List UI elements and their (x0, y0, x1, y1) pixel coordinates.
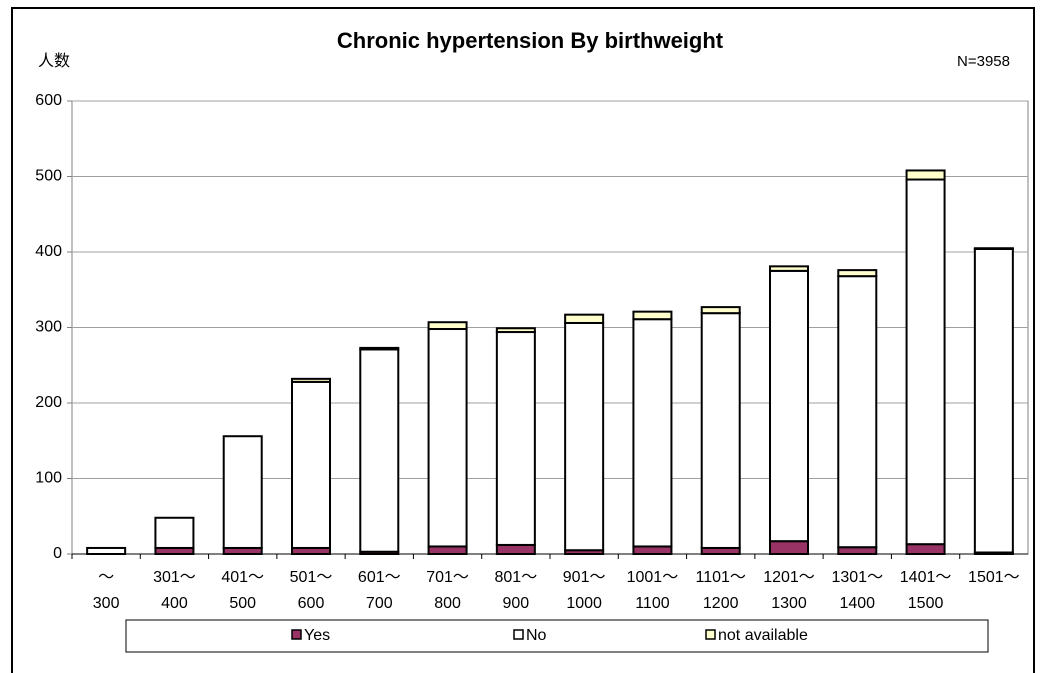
legend-swatch (291, 629, 302, 640)
legend-swatch (513, 629, 524, 640)
x-tick-label: 401～ 500 (221, 569, 264, 612)
bar-segment (291, 377, 331, 383)
bar-segment (905, 178, 946, 546)
y-tick-label: 100 (35, 470, 62, 487)
x-tick-label: ～ 300 (93, 569, 120, 612)
x-tick-label: 701～ 800 (426, 569, 469, 612)
bar-segment (973, 247, 1014, 554)
x-tick-label: 901～ 1000 (563, 569, 606, 612)
x-tick-label: 1401～ 1500 (900, 569, 952, 612)
y-tick-label: 300 (35, 319, 62, 336)
bar-segment (837, 269, 878, 278)
y-tick-label: 500 (35, 168, 62, 185)
bar-segment (837, 546, 878, 556)
bar-segment (359, 346, 400, 351)
bar-segment (632, 310, 673, 321)
x-tick-label: 501～ 600 (290, 569, 333, 612)
bar-segment (222, 435, 263, 549)
bar-segment (427, 321, 468, 331)
y-tick-label: 0 (53, 545, 62, 562)
x-tick-label: 1201～ 1300 (763, 569, 815, 612)
x-tick-label: 1001～ 1100 (627, 569, 679, 612)
legend-label: No (526, 627, 547, 644)
bar-segment (495, 327, 536, 334)
frame (11, 7, 1035, 673)
y-tick-label: 400 (35, 243, 62, 260)
bar-segment (154, 516, 195, 549)
bar-segment (86, 546, 127, 556)
bar-segment (427, 545, 468, 556)
legend-swatch (705, 629, 716, 640)
legend-label: not available (718, 627, 808, 644)
bar-segment (564, 313, 605, 324)
bar-segment (769, 269, 809, 543)
bar-segment (700, 306, 741, 315)
legend-label: Yes (304, 627, 330, 644)
x-tick-label: 801～ 900 (495, 569, 538, 612)
x-tick-label: 1301～ 1400 (831, 569, 883, 612)
chart-title: Chronic hypertension By birthweight (337, 28, 724, 53)
bar-segment (632, 545, 673, 556)
bar-segment (632, 318, 673, 548)
annotation: N=3958 (957, 53, 1010, 70)
bar-segment (495, 331, 536, 546)
bar-segment (837, 275, 878, 549)
y-tick-label: 200 (35, 394, 62, 411)
x-tick-label: 301～ 400 (153, 569, 196, 612)
bar-segment (291, 380, 331, 549)
bar-segment (973, 247, 1014, 250)
bar-segment (700, 312, 741, 549)
x-tick-label: 1501～ (968, 569, 1020, 586)
x-tick-label: 601～ 700 (358, 569, 401, 612)
legend-box (125, 619, 989, 653)
bar-segment (769, 540, 809, 555)
bar-segment (905, 543, 946, 555)
bar-segment (427, 328, 468, 548)
bar-segment (769, 265, 809, 272)
x-tick-label: 1101～ 1200 (696, 569, 746, 612)
y-tick-label: 600 (35, 92, 62, 109)
bar-segment (359, 348, 400, 553)
bar-segment (495, 543, 536, 556)
bar-segment (905, 169, 946, 181)
bar-segment (564, 321, 605, 552)
y-axis-label: 人数 (38, 52, 70, 70)
